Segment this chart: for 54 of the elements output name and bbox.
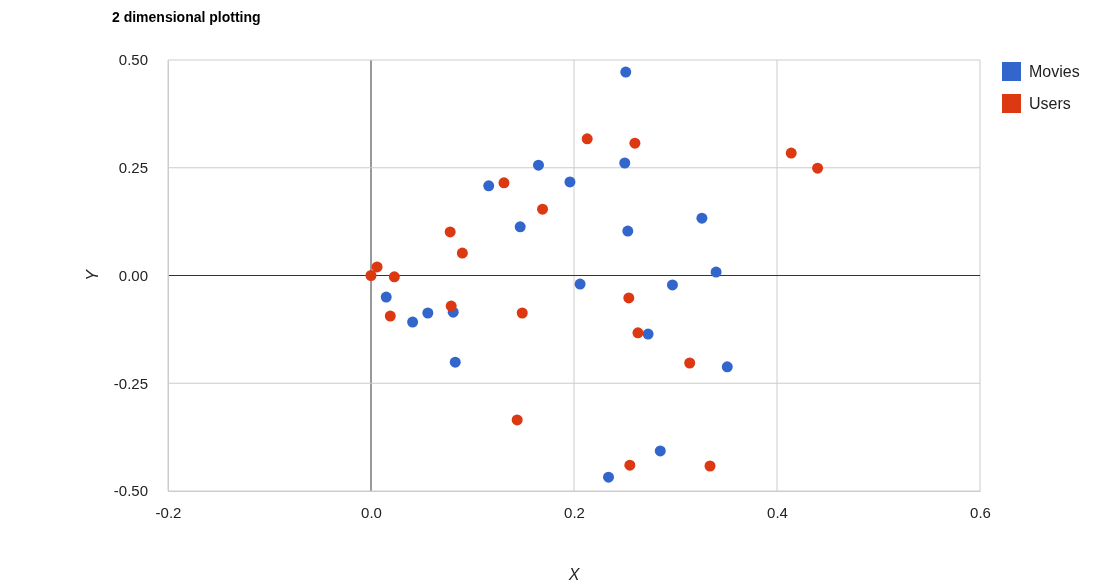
point [532, 159, 544, 171]
point [666, 279, 678, 291]
point [624, 459, 636, 471]
point [623, 292, 635, 304]
point [365, 270, 377, 281]
point [407, 316, 419, 328]
point [388, 271, 400, 283]
point [629, 137, 641, 149]
x-axis-title: X [567, 566, 581, 583]
chart-title: 2 dimensional plotting [112, 9, 261, 25]
point [812, 162, 824, 174]
y-tick-label: 0.00 [118, 266, 148, 284]
x-tick-label: 0.2 [564, 503, 585, 521]
point [622, 225, 634, 237]
point [642, 328, 654, 340]
point [483, 180, 495, 192]
point [514, 221, 526, 233]
x-tick-label: 0.4 [767, 503, 788, 521]
point [444, 226, 456, 238]
point [574, 278, 586, 290]
point [380, 291, 392, 303]
point [511, 414, 523, 426]
point [456, 247, 468, 259]
point [371, 261, 383, 273]
x-tick-label: -0.2 [155, 503, 182, 521]
point [384, 310, 396, 322]
legend-label: Movies [1029, 63, 1080, 80]
point [721, 361, 733, 373]
point [537, 203, 549, 215]
point [445, 300, 457, 312]
point [516, 307, 528, 319]
point [684, 357, 696, 369]
point [785, 147, 797, 159]
point [710, 266, 722, 278]
point [696, 212, 708, 224]
y-tick-label: -0.50 [113, 482, 148, 500]
point [498, 177, 510, 189]
point [620, 66, 632, 78]
point [564, 176, 576, 188]
point [632, 327, 644, 339]
y-axis-title: Y [84, 268, 101, 281]
x-tick-label: 0.6 [970, 503, 991, 521]
point [603, 471, 615, 483]
y-tick-label: -0.25 [113, 374, 148, 392]
x-tick-label: 0.0 [361, 503, 382, 521]
point [449, 356, 461, 368]
point [422, 307, 434, 319]
point [581, 133, 593, 145]
y-tick-label: 0.50 [118, 51, 148, 69]
point [619, 157, 631, 169]
y-tick-label: 0.25 [118, 159, 148, 177]
point [654, 445, 666, 457]
point [704, 460, 716, 472]
legend-label: Users [1029, 95, 1071, 112]
